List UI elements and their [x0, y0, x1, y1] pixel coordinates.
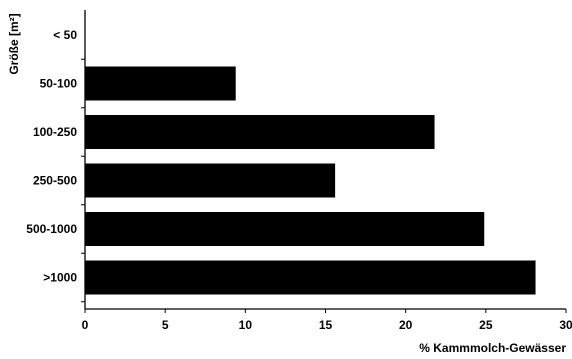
bar-1: [85, 66, 236, 101]
bars-group: [85, 66, 536, 295]
category-label: >1000: [43, 271, 77, 285]
x-tick-label: 15: [319, 318, 333, 332]
category-label: < 50: [53, 28, 77, 42]
bar-2: [85, 115, 435, 149]
category-label: 50-100: [40, 77, 78, 91]
bar-3: [85, 163, 336, 198]
x-tick-label: 25: [479, 318, 493, 332]
bar-4: [85, 212, 485, 246]
x-tick-label: 5: [162, 318, 169, 332]
x-axis-label: % Kammmolch-Gewässer: [419, 341, 566, 355]
category-label: 100-250: [33, 125, 77, 139]
y-axis-label: Größe [m²]: [7, 13, 21, 74]
category-label: 250-500: [33, 174, 77, 188]
x-tick-label: 20: [399, 318, 413, 332]
x-tick-label: 10: [239, 318, 253, 332]
category-labels: < 50 50-100 100-250 250-500 500-1000 >1000: [26, 28, 85, 303]
category-label: 500-1000: [26, 222, 77, 236]
bar-5: [85, 260, 536, 295]
x-axis-ticks: 0 5 10 15 20 25 30: [82, 309, 572, 332]
x-tick-label: 0: [82, 318, 89, 332]
x-tick-label: 30: [559, 318, 572, 332]
